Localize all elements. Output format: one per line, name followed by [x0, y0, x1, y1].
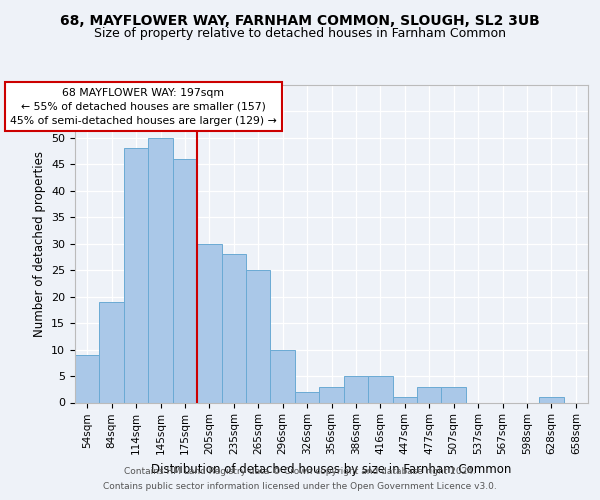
Bar — [392, 397, 417, 402]
Bar — [539, 397, 563, 402]
Bar — [417, 386, 442, 402]
Bar — [295, 392, 319, 402]
Y-axis label: Number of detached properties: Number of detached properties — [32, 151, 46, 337]
Text: Contains public sector information licensed under the Open Government Licence v3: Contains public sector information licen… — [103, 482, 497, 491]
Bar — [197, 244, 221, 402]
Bar — [148, 138, 173, 402]
Bar — [246, 270, 271, 402]
Bar — [124, 148, 148, 402]
Bar — [368, 376, 392, 402]
Text: Size of property relative to detached houses in Farnham Common: Size of property relative to detached ho… — [94, 28, 506, 40]
Bar — [173, 159, 197, 402]
Bar — [221, 254, 246, 402]
Bar — [319, 386, 344, 402]
Text: Contains HM Land Registry data © Crown copyright and database right 2024.: Contains HM Land Registry data © Crown c… — [124, 467, 476, 476]
X-axis label: Distribution of detached houses by size in Farnham Common: Distribution of detached houses by size … — [151, 462, 512, 475]
Bar — [344, 376, 368, 402]
Bar — [271, 350, 295, 403]
Bar — [75, 355, 100, 403]
Bar — [100, 302, 124, 402]
Text: 68 MAYFLOWER WAY: 197sqm
← 55% of detached houses are smaller (157)
45% of semi-: 68 MAYFLOWER WAY: 197sqm ← 55% of detach… — [10, 88, 277, 126]
Text: 68, MAYFLOWER WAY, FARNHAM COMMON, SLOUGH, SL2 3UB: 68, MAYFLOWER WAY, FARNHAM COMMON, SLOUG… — [60, 14, 540, 28]
Bar — [442, 386, 466, 402]
